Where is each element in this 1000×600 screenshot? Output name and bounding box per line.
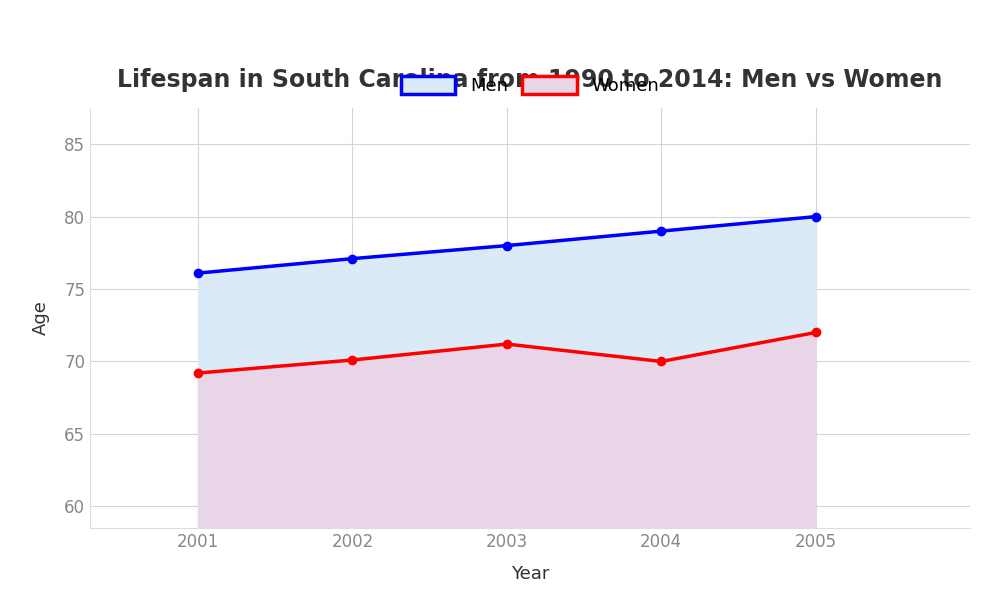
Men <box>655 227 667 235</box>
Women <box>501 340 513 347</box>
Women <box>192 370 204 377</box>
Men <box>192 269 204 277</box>
Women <box>810 329 822 336</box>
X-axis label: Year: Year <box>511 565 549 583</box>
Women <box>655 358 667 365</box>
Women <box>346 356 358 364</box>
Legend: Men, Women: Men, Women <box>392 67 668 104</box>
Line: Women: Women <box>194 328 820 377</box>
Y-axis label: Age: Age <box>32 301 50 335</box>
Men <box>810 213 822 220</box>
Title: Lifespan in South Carolina from 1990 to 2014: Men vs Women: Lifespan in South Carolina from 1990 to … <box>117 68 943 92</box>
Men <box>346 255 358 262</box>
Line: Men: Men <box>194 212 820 277</box>
Men <box>501 242 513 249</box>
